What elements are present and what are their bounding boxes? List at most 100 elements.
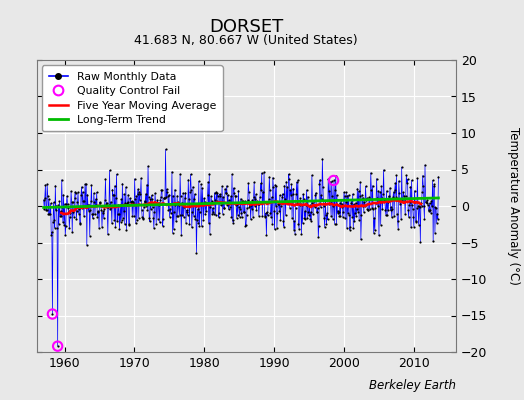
Point: [286, 187, 294, 193]
Point: [89, 215, 97, 222]
Point: [214, 193, 222, 199]
Point: [396, 200, 404, 207]
Point: [349, 224, 357, 231]
Point: [294, 221, 303, 227]
Point: [162, 194, 170, 200]
Point: [261, 210, 270, 216]
Point: [88, 182, 96, 188]
Point: [365, 194, 373, 201]
Point: [385, 195, 394, 201]
Point: [406, 199, 414, 205]
Point: [67, 210, 75, 217]
Point: [219, 194, 227, 200]
Point: [366, 196, 374, 202]
Point: [45, 196, 53, 202]
Point: [68, 229, 77, 236]
Point: [265, 174, 274, 180]
Point: [272, 183, 280, 190]
Point: [362, 196, 370, 203]
Point: [354, 188, 363, 194]
Point: [64, 208, 73, 214]
Point: [401, 211, 409, 218]
Point: [136, 197, 144, 203]
Point: [145, 215, 154, 222]
Point: [369, 206, 377, 212]
Point: [364, 207, 372, 214]
Point: [288, 191, 297, 197]
Point: [227, 193, 235, 199]
Point: [278, 194, 286, 200]
Point: [384, 207, 392, 213]
Point: [158, 222, 167, 229]
Point: [352, 213, 361, 219]
Point: [101, 197, 109, 204]
Point: [61, 232, 70, 239]
Point: [353, 186, 362, 192]
Point: [54, 220, 63, 227]
Point: [372, 200, 380, 206]
Point: [95, 224, 103, 231]
Point: [181, 190, 190, 196]
Point: [182, 220, 190, 226]
Point: [196, 208, 204, 215]
Point: [41, 182, 50, 188]
Point: [395, 190, 403, 196]
Point: [262, 232, 270, 239]
Point: [401, 193, 410, 199]
Point: [212, 212, 220, 218]
Point: [245, 204, 254, 210]
Point: [347, 200, 355, 206]
Point: [406, 184, 414, 190]
Point: [335, 213, 343, 219]
Point: [163, 193, 172, 199]
Point: [129, 200, 137, 206]
Point: [434, 174, 443, 180]
Point: [202, 208, 211, 214]
Point: [247, 202, 255, 208]
Point: [137, 206, 146, 213]
Point: [216, 193, 224, 199]
Point: [118, 180, 127, 187]
Point: [177, 232, 185, 238]
Point: [248, 206, 256, 212]
Point: [79, 189, 87, 195]
Point: [391, 180, 399, 186]
Point: [143, 182, 151, 188]
Point: [150, 209, 159, 216]
Point: [194, 178, 203, 184]
Point: [426, 207, 434, 214]
Point: [425, 200, 434, 206]
Point: [219, 210, 227, 217]
Point: [276, 192, 284, 198]
Point: [281, 196, 289, 202]
Point: [403, 176, 412, 183]
Point: [329, 216, 337, 222]
Point: [170, 209, 179, 216]
Point: [52, 207, 60, 214]
Point: [387, 204, 396, 210]
Point: [160, 195, 169, 201]
Point: [41, 194, 49, 201]
Point: [423, 196, 432, 203]
Point: [422, 200, 431, 206]
Point: [154, 216, 162, 222]
Point: [228, 171, 236, 178]
Point: [371, 205, 379, 212]
Point: [157, 187, 166, 193]
Point: [48, 311, 57, 317]
Point: [279, 191, 287, 197]
Point: [244, 180, 253, 186]
Point: [281, 212, 290, 218]
Point: [427, 210, 435, 216]
Point: [359, 209, 368, 215]
Point: [342, 189, 351, 196]
Point: [73, 208, 81, 214]
Point: [384, 199, 392, 205]
Point: [83, 242, 91, 248]
Point: [433, 210, 441, 217]
Point: [431, 230, 439, 236]
Point: [379, 167, 388, 173]
Point: [140, 204, 148, 210]
Point: [174, 199, 182, 206]
Point: [413, 175, 422, 182]
